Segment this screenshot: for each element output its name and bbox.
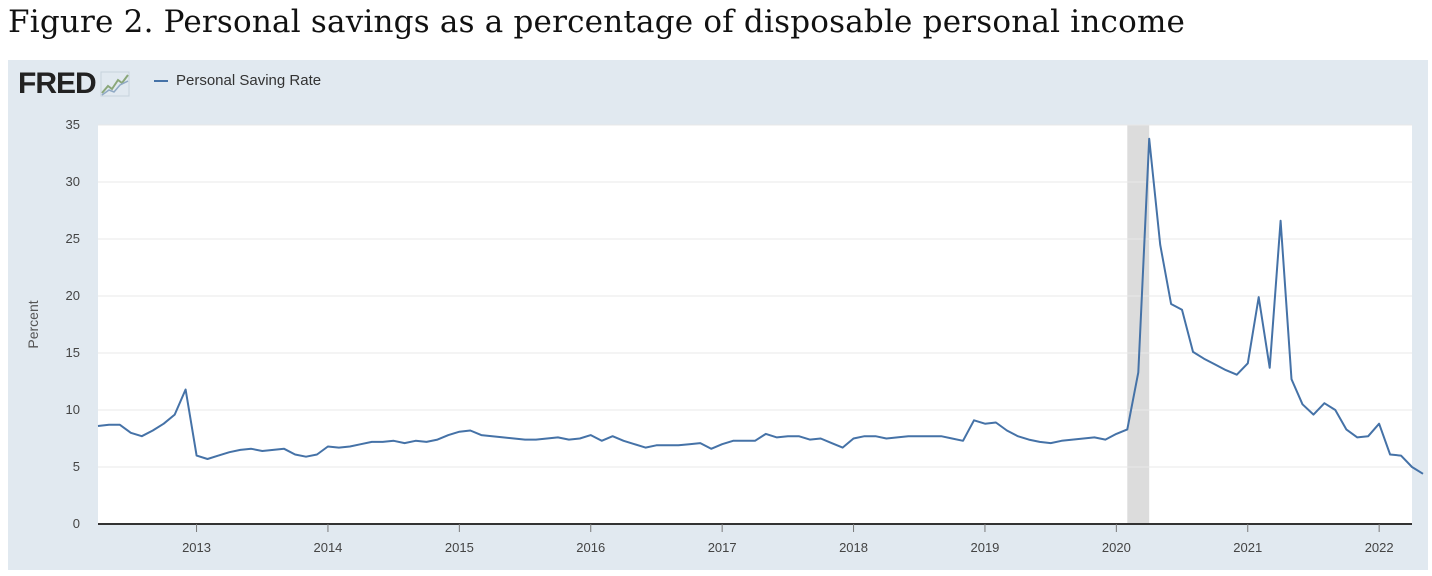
legend-label: Personal Saving Rate [176, 72, 322, 89]
y-tick-label-0: 0 [73, 516, 80, 531]
x-tick-label-2019: 2019 [970, 540, 999, 555]
x-tick-label-2017: 2017 [708, 540, 737, 555]
y-tick-label-15: 15 [66, 345, 80, 360]
recession-shading-0 [1127, 125, 1150, 524]
chart-line-icon [100, 71, 130, 97]
x-tick-label-2015: 2015 [445, 540, 474, 555]
y-tick-label-10: 10 [66, 402, 80, 417]
x-tick-label-2020: 2020 [1102, 540, 1131, 555]
x-tick-label-2016: 2016 [576, 540, 605, 555]
x-tick-label-2021: 2021 [1233, 540, 1262, 555]
x-tick-label-2018: 2018 [839, 540, 868, 555]
x-tick-label-2022: 2022 [1365, 540, 1394, 555]
y-tick-label-20: 20 [66, 288, 80, 303]
figure-title: Figure 2. Personal savings as a percenta… [8, 4, 1186, 40]
series-line-0 [97, 137, 1424, 475]
y-axis-label: Percent [25, 300, 41, 348]
plot-area [98, 125, 1412, 524]
y-tick-label-5: 5 [73, 459, 80, 474]
logo-text: FRED [18, 67, 97, 100]
chart-frame: 0 5 10 15 20 25 30 35 2013 2014 2015 2016 2017 2018 20… [8, 60, 1428, 570]
y-tick-label-30: 30 [66, 174, 80, 189]
chart-legend[interactable]: Personal Saving Rate [154, 72, 321, 89]
x-tick-label-2014: 2014 [313, 540, 342, 555]
x-tick-label-2013: 2013 [182, 540, 211, 555]
line-chart: 0 5 10 15 20 25 30 35 2013 2014 2015 2016 2017 2018 20… [25, 117, 1424, 555]
legend-swatch [154, 79, 168, 82]
y-tick-label-25: 25 [66, 231, 80, 246]
fred-logo: FRED [18, 66, 130, 102]
y-tick-label-35: 35 [66, 117, 80, 132]
